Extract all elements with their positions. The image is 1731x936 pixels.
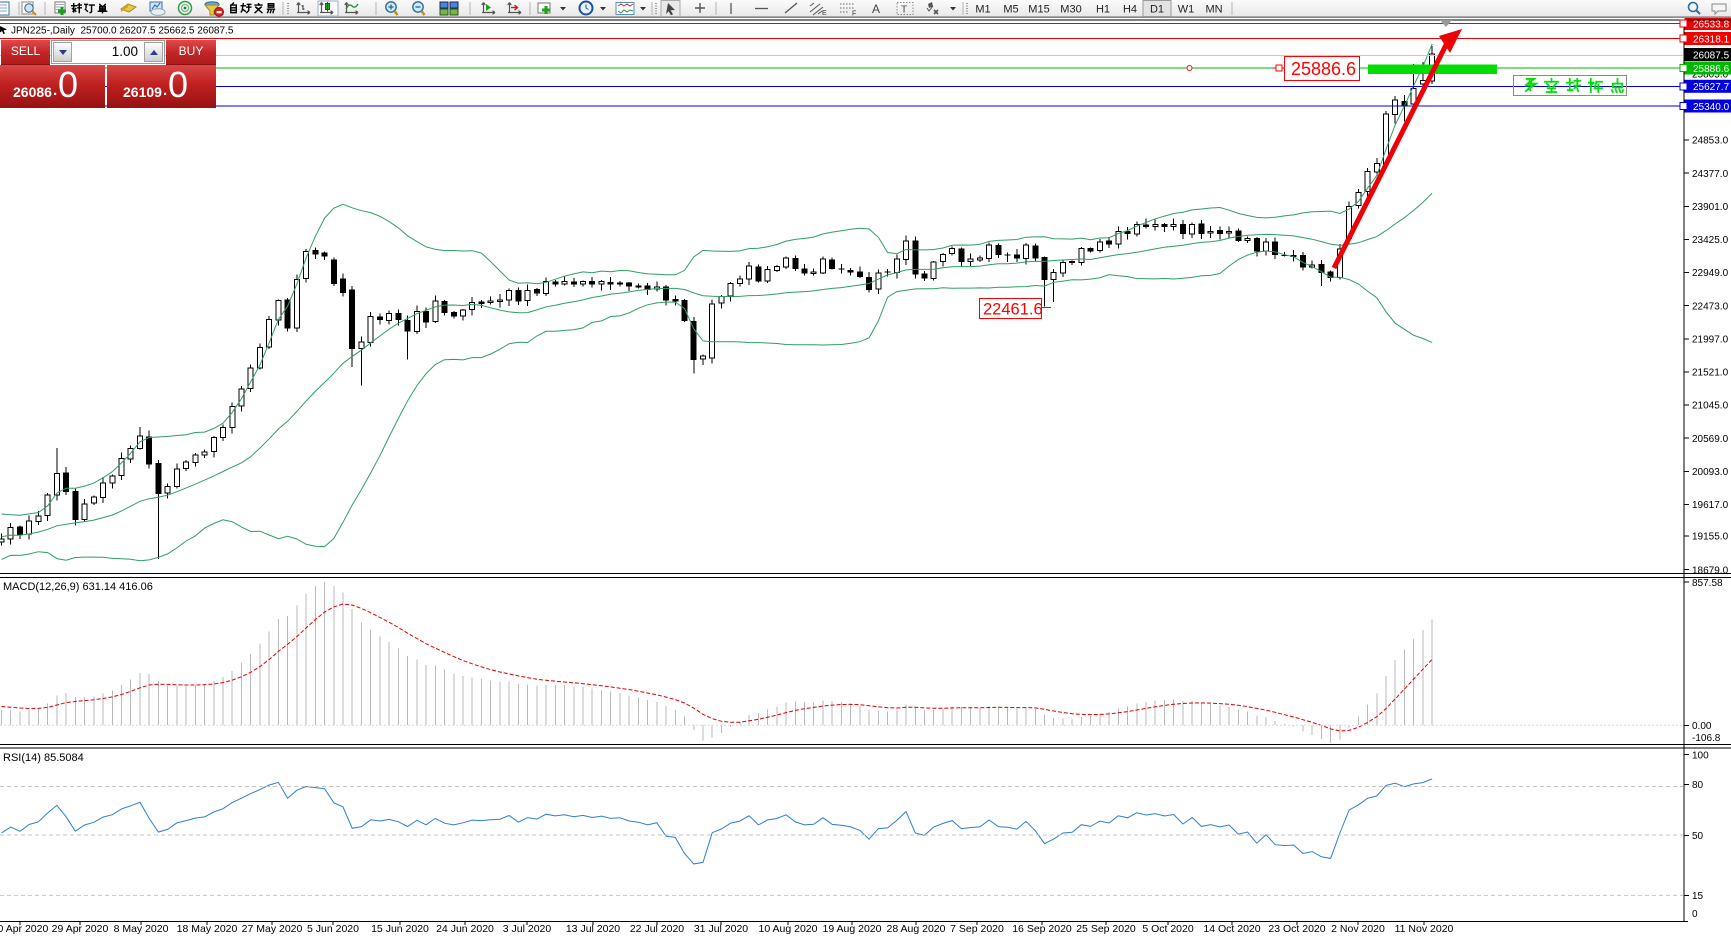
svg-text:7 Sep 2020: 7 Sep 2020 bbox=[950, 923, 1004, 935]
svg-text:M1: M1 bbox=[975, 4, 990, 16]
svg-text:19617.0: 19617.0 bbox=[1692, 500, 1729, 511]
svg-text:26533.8: 26533.8 bbox=[1693, 19, 1730, 30]
svg-text:21045.0: 21045.0 bbox=[1692, 401, 1729, 412]
svg-text:0.00: 0.00 bbox=[1692, 721, 1712, 732]
svg-text:MN: MN bbox=[1205, 4, 1222, 16]
svg-text:80: 80 bbox=[1692, 780, 1704, 791]
svg-text:19155.0: 19155.0 bbox=[1692, 531, 1729, 542]
svg-text:16 Sep 2020: 16 Sep 2020 bbox=[1012, 923, 1072, 935]
svg-text:28 Aug 2020: 28 Aug 2020 bbox=[887, 923, 946, 935]
svg-text:D1: D1 bbox=[1150, 4, 1164, 16]
svg-text:18679.0: 18679.0 bbox=[1692, 565, 1729, 576]
svg-text:15: 15 bbox=[1692, 891, 1704, 902]
svg-text:22949.0: 22949.0 bbox=[1692, 268, 1729, 279]
svg-text:5 Oct 2020: 5 Oct 2020 bbox=[1142, 923, 1194, 935]
svg-text:19 Aug 2020: 19 Aug 2020 bbox=[823, 923, 882, 935]
svg-text:26318.1: 26318.1 bbox=[1693, 34, 1730, 45]
svg-text:25886.6: 25886.6 bbox=[1291, 59, 1356, 79]
svg-text:2 Nov 2020: 2 Nov 2020 bbox=[1331, 923, 1385, 935]
svg-text:-106.8: -106.8 bbox=[1692, 733, 1721, 744]
svg-text:13 Jul 2020: 13 Jul 2020 bbox=[566, 923, 620, 935]
svg-text:26087.5: 26087.5 bbox=[1693, 50, 1730, 61]
svg-text:W1: W1 bbox=[1178, 4, 1195, 16]
svg-text:22473.0: 22473.0 bbox=[1692, 301, 1729, 312]
svg-text:M5: M5 bbox=[1003, 4, 1018, 16]
svg-text:24 Jun 2020: 24 Jun 2020 bbox=[436, 923, 494, 935]
svg-text:50: 50 bbox=[1692, 831, 1704, 842]
svg-text:22 Jul 2020: 22 Jul 2020 bbox=[630, 923, 684, 935]
svg-text:20569.0: 20569.0 bbox=[1692, 434, 1729, 445]
svg-text:23 Oct 2020: 23 Oct 2020 bbox=[1268, 923, 1325, 935]
svg-text:20 Apr 2020: 20 Apr 2020 bbox=[0, 923, 48, 935]
svg-text:100: 100 bbox=[1692, 750, 1709, 761]
svg-text:25886.6: 25886.6 bbox=[1693, 64, 1730, 75]
svg-text:10 Aug 2020: 10 Aug 2020 bbox=[759, 923, 818, 935]
svg-text:25 Sep 2020: 25 Sep 2020 bbox=[1076, 923, 1136, 935]
svg-text:8 May 2020: 8 May 2020 bbox=[114, 923, 169, 935]
svg-text:H1: H1 bbox=[1096, 4, 1110, 16]
svg-text:JPN225-,Daily 25700.0 26207.5: JPN225-,Daily 25700.0 26207.5 25662.5 26… bbox=[11, 26, 234, 37]
svg-text:0: 0 bbox=[1692, 909, 1698, 920]
svg-text:M30: M30 bbox=[1060, 4, 1081, 16]
svg-text:25340.0: 25340.0 bbox=[1693, 102, 1730, 113]
svg-text:857.58: 857.58 bbox=[1692, 578, 1723, 589]
svg-text:21521.0: 21521.0 bbox=[1692, 368, 1729, 379]
svg-text:F: F bbox=[852, 11, 856, 18]
svg-text:T: T bbox=[901, 5, 907, 16]
svg-text:5 Jun 2020: 5 Jun 2020 bbox=[307, 923, 359, 935]
svg-text:23901.0: 23901.0 bbox=[1692, 202, 1729, 213]
svg-text:E: E bbox=[822, 10, 827, 17]
svg-text:MACD(12,26,9) 631.14 416.06: MACD(12,26,9) 631.14 416.06 bbox=[3, 581, 153, 593]
svg-text:14 Oct 2020: 14 Oct 2020 bbox=[1203, 923, 1260, 935]
svg-text:27 May 2020: 27 May 2020 bbox=[242, 923, 303, 935]
svg-text:18 May 2020: 18 May 2020 bbox=[177, 923, 238, 935]
svg-text:H4: H4 bbox=[1123, 4, 1137, 16]
svg-text:31 Jul 2020: 31 Jul 2020 bbox=[694, 923, 748, 935]
svg-text:29 Apr 2020: 29 Apr 2020 bbox=[52, 923, 109, 935]
svg-text:A: A bbox=[872, 2, 880, 16]
svg-text:22461.6: 22461.6 bbox=[983, 301, 1043, 319]
svg-text:M15: M15 bbox=[1028, 4, 1049, 16]
svg-text:21997.0: 21997.0 bbox=[1692, 334, 1729, 345]
svg-text:3 Jul 2020: 3 Jul 2020 bbox=[503, 923, 552, 935]
svg-text:25627.7: 25627.7 bbox=[1693, 82, 1730, 93]
svg-text:20093.0: 20093.0 bbox=[1692, 467, 1729, 478]
svg-text:11 Nov 2020: 11 Nov 2020 bbox=[1395, 923, 1454, 935]
svg-text:24853.0: 24853.0 bbox=[1692, 136, 1729, 147]
svg-text:RSI(14) 85.5084: RSI(14) 85.5084 bbox=[3, 752, 84, 764]
svg-text:24377.0: 24377.0 bbox=[1692, 169, 1729, 180]
svg-text:15 Jun 2020: 15 Jun 2020 bbox=[371, 923, 429, 935]
svg-text:25805.0: 25805.0 bbox=[1692, 70, 1729, 81]
svg-text:23425.0: 23425.0 bbox=[1692, 235, 1729, 246]
